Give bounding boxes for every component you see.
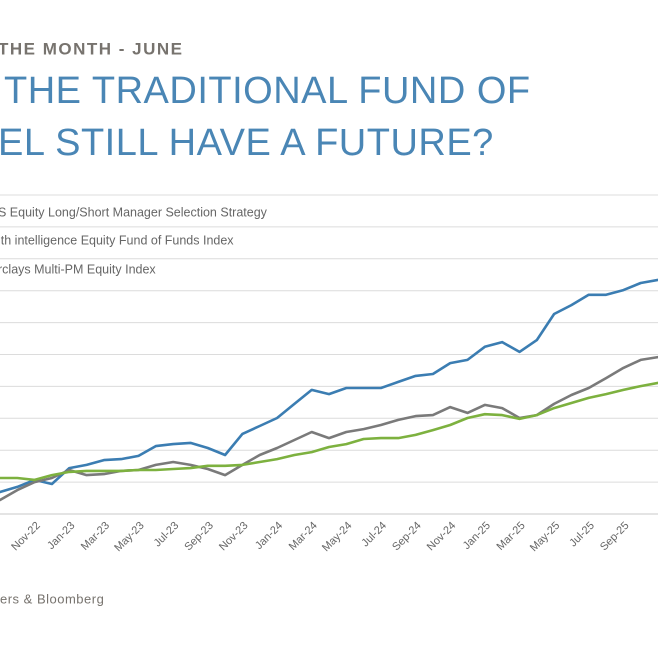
x-tick-label: Mar-24: [287, 520, 320, 553]
plot: [0, 278, 658, 502]
series-line: [0, 381, 658, 482]
series-line: [0, 355, 658, 502]
x-tick-label: Jul-25: [567, 520, 597, 550]
x-tick-label: Nov-23: [217, 520, 251, 554]
x-tick-label: Nov-24: [425, 520, 459, 554]
x-tick-label: Sep-23: [182, 520, 216, 554]
title-line: THE TRADITIONAL FUND OF: [4, 70, 531, 112]
legend-label: rclays Multi-PM Equity Index: [0, 262, 156, 276]
x-tick-label: Jul-23: [152, 520, 182, 550]
title-line: EL STILL HAVE A FUTURE?: [0, 122, 494, 164]
kicker: THE MONTH - JUNE: [0, 39, 184, 58]
legend-label: S Equity Long/Short Manager Selection St…: [0, 205, 268, 219]
x-tick-label: Jan-25: [461, 520, 493, 552]
x-tick-label: Nov-22: [9, 520, 43, 554]
legend: S Equity Long/Short Manager Selection St…: [0, 205, 268, 276]
x-tick-label: Sep-24: [390, 520, 424, 554]
source: ers & Bloomberg: [0, 591, 104, 606]
x-tick-label: Jul-24: [359, 520, 389, 550]
x-tick-label: Sep-25: [598, 520, 632, 554]
x-tick-label: May-23: [112, 520, 146, 554]
x-tick-label: May-24: [320, 520, 354, 554]
grid: [0, 194, 658, 515]
x-axis: Nov-22 Jan-23 Mar-23 May-23 Jul-23 Sep-23 Nov-…: [9, 520, 631, 554]
x-tick-label: Jan-24: [253, 520, 285, 552]
x-tick-label: May-25: [528, 520, 562, 554]
x-tick-label: Mar-23: [79, 520, 112, 553]
x-tick-label: Jan-23: [45, 520, 77, 552]
legend-label: ith intelligence Equity Fund of Funds In…: [0, 233, 234, 247]
series-line: [0, 278, 658, 494]
x-tick-label: Mar-25: [495, 520, 528, 553]
